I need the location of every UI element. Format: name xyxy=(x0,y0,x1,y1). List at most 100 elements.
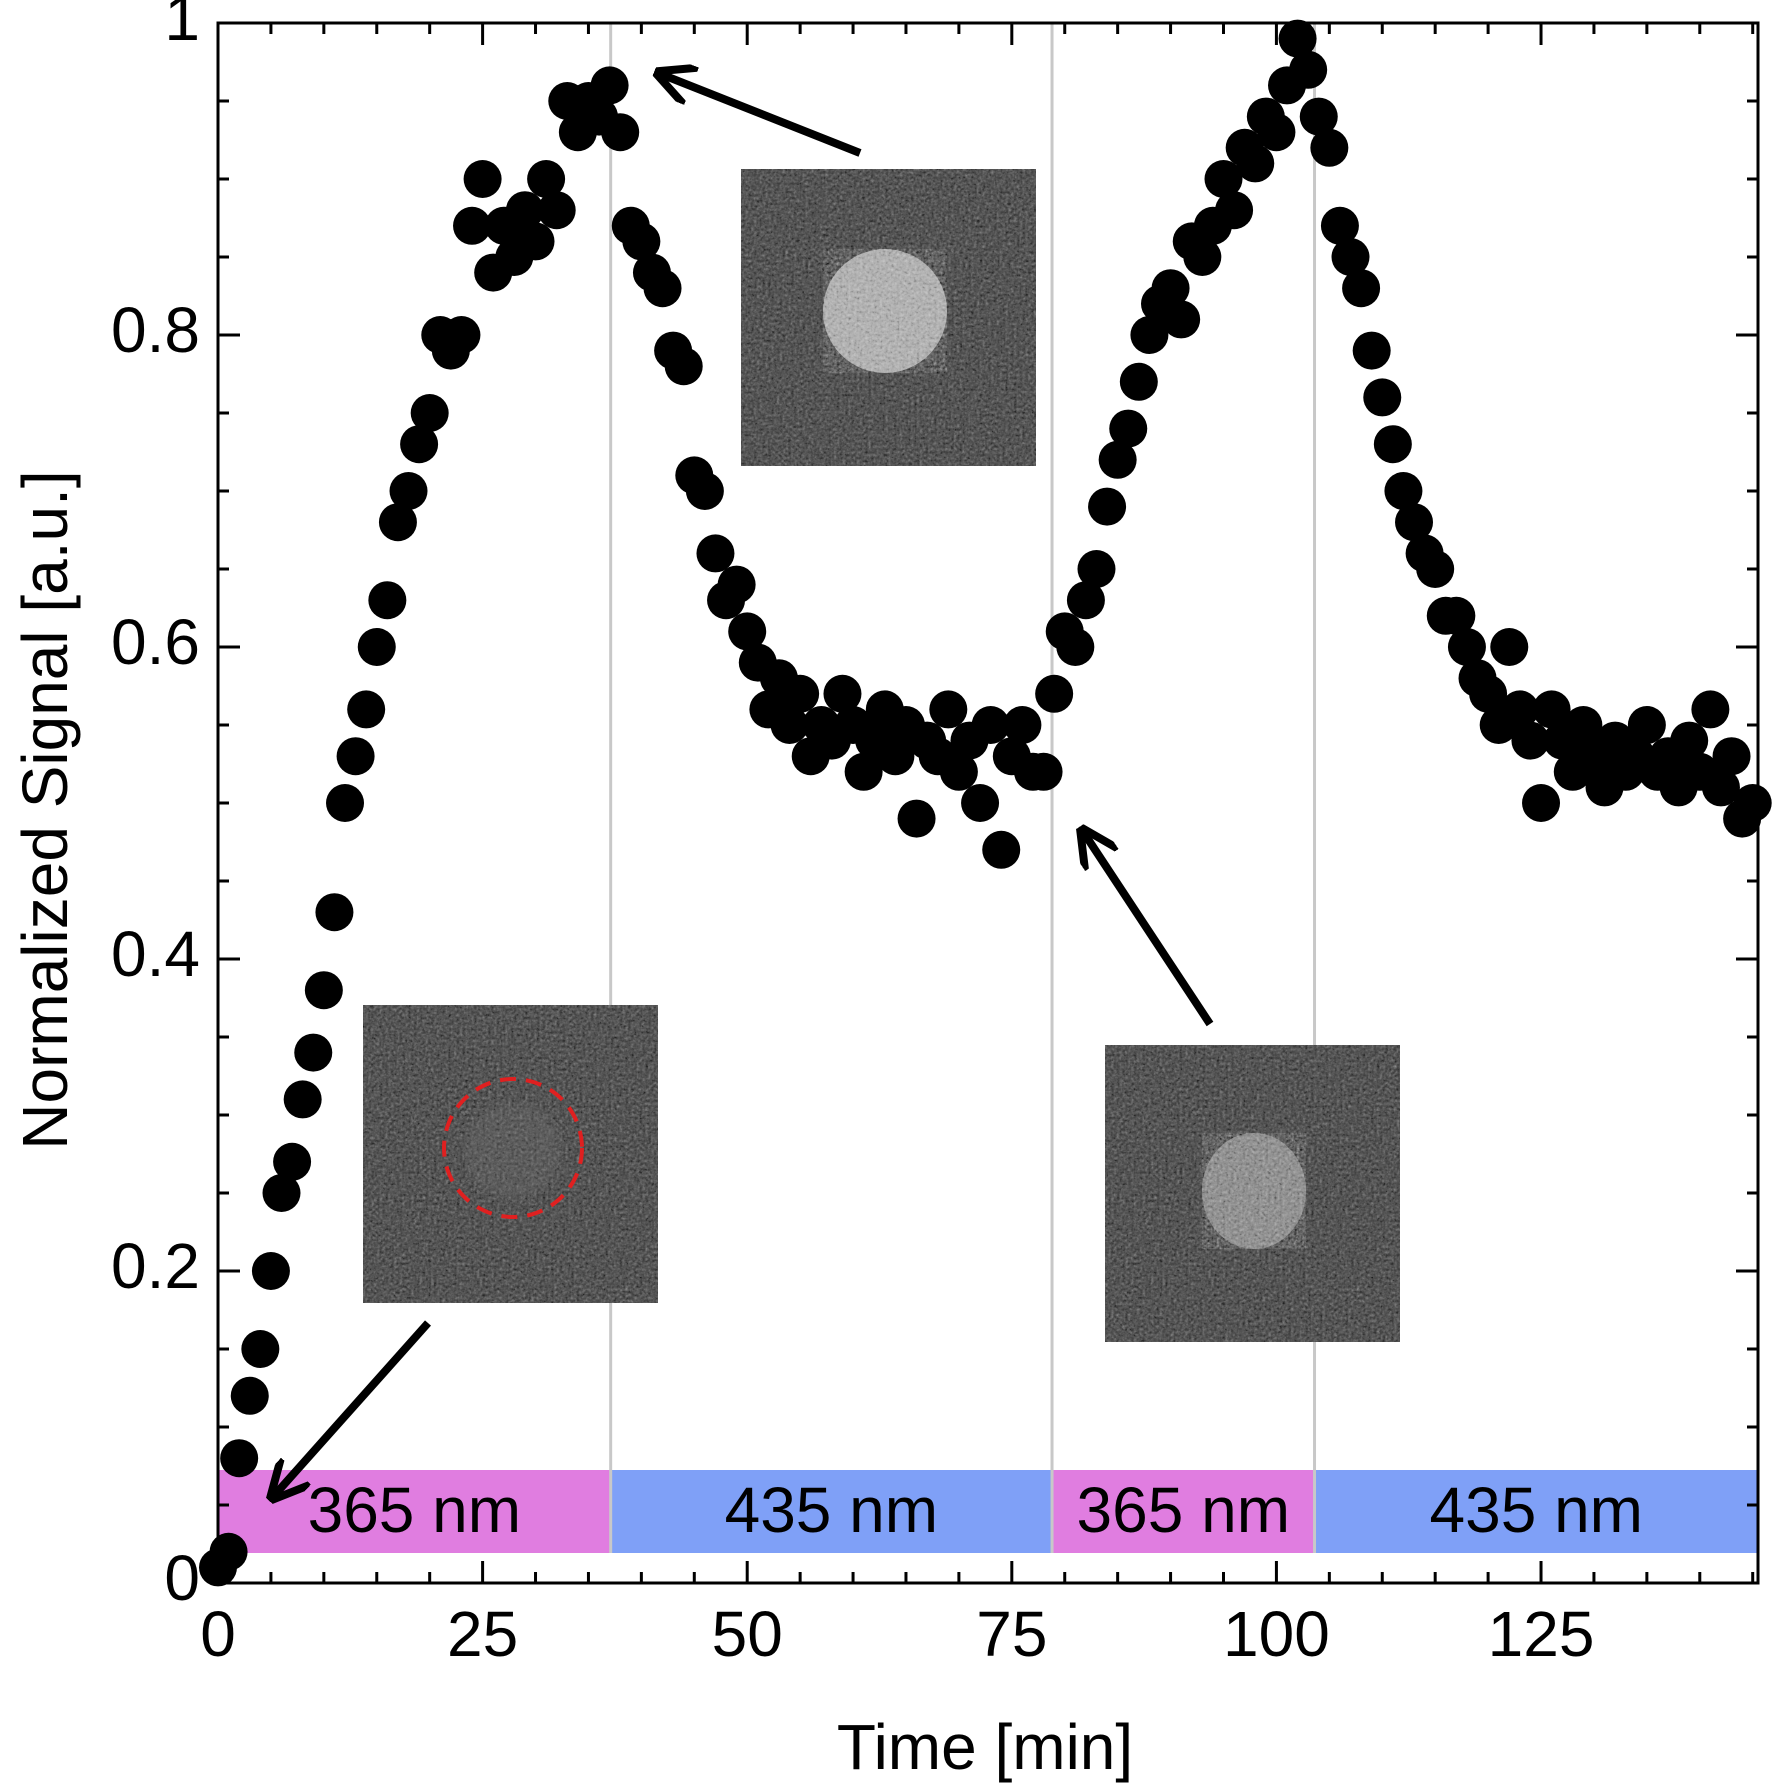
background-layer: 365 nm 435 nm 365 nm 435 nm xyxy=(218,23,1758,1553)
data-point xyxy=(1384,472,1423,510)
data-point xyxy=(262,1174,301,1212)
data-point xyxy=(1289,50,1328,89)
data-point xyxy=(410,394,449,432)
data-point xyxy=(823,674,862,713)
data-point xyxy=(876,737,915,776)
data-point xyxy=(1310,128,1349,167)
data-point xyxy=(1204,160,1243,198)
x-axis-label: Time [min] xyxy=(837,1711,1133,1783)
data-point xyxy=(1500,690,1539,729)
data-point xyxy=(929,690,968,729)
data-point xyxy=(1183,238,1222,276)
data-point xyxy=(781,674,820,713)
band-label: 435 nm xyxy=(725,1474,938,1546)
data-point xyxy=(1532,690,1571,729)
data-point xyxy=(1098,440,1137,479)
data-point xyxy=(844,752,883,791)
data-point xyxy=(982,830,1021,869)
data-point xyxy=(1416,550,1455,588)
data-point xyxy=(400,425,439,464)
data-point xyxy=(1109,409,1148,448)
data-point xyxy=(897,799,936,838)
data-point xyxy=(1236,144,1275,183)
data-point xyxy=(1130,316,1169,354)
x-tick-label: 125 xyxy=(1488,1598,1595,1670)
arrow xyxy=(272,1320,431,1498)
data-point xyxy=(728,612,767,651)
data-point xyxy=(939,752,978,791)
data-point xyxy=(590,66,629,105)
data-point xyxy=(315,893,354,932)
data-point xyxy=(1447,628,1486,666)
y-tick-label: 1 xyxy=(164,0,200,54)
data-point xyxy=(1331,238,1370,276)
band-label: 365 nm xyxy=(1077,1474,1290,1546)
arrow xyxy=(1082,830,1214,1027)
arrow xyxy=(658,73,862,157)
x-tick-label: 75 xyxy=(976,1598,1047,1670)
y-tick-label: 0.4 xyxy=(111,918,200,990)
data-point xyxy=(1670,721,1709,760)
insets xyxy=(272,73,1400,1498)
data-point xyxy=(273,1142,312,1181)
data-point xyxy=(283,1080,322,1119)
data-point xyxy=(505,191,544,230)
data-point xyxy=(453,206,492,245)
data-point xyxy=(1056,628,1095,666)
data-point xyxy=(1066,581,1105,620)
data-point xyxy=(378,503,417,542)
data-point xyxy=(1511,721,1550,760)
data-point xyxy=(1278,19,1317,58)
data-point xyxy=(336,737,375,776)
inset-image xyxy=(363,1005,658,1303)
wavelength-band xyxy=(1052,1470,1315,1553)
data-point xyxy=(537,191,576,230)
data-point xyxy=(294,1033,333,1072)
data-point xyxy=(304,971,343,1010)
data-point xyxy=(717,565,756,604)
data-point xyxy=(971,706,1010,744)
data-point xyxy=(961,784,1000,822)
data-point xyxy=(1320,206,1359,245)
data-point xyxy=(1363,378,1402,417)
points-layer xyxy=(199,19,1772,1587)
band-label: 435 nm xyxy=(1430,1474,1643,1546)
data-point xyxy=(1691,690,1730,729)
band-label: 365 nm xyxy=(308,1474,521,1546)
data-point xyxy=(209,1532,248,1571)
x-tick-label: 100 xyxy=(1223,1598,1330,1670)
y-axis-label: Normalized Signal [a.u.] xyxy=(9,470,81,1149)
data-point xyxy=(1522,784,1561,822)
data-point xyxy=(664,347,703,386)
axes: Time [min] Normalized Signal [a.u.] 0 25 5… xyxy=(9,0,1760,1783)
data-point xyxy=(442,316,481,354)
data-point xyxy=(357,628,396,666)
data-point xyxy=(770,706,809,744)
data-point xyxy=(1342,269,1381,308)
data-point xyxy=(1627,706,1666,744)
data-point xyxy=(527,160,566,198)
data-point xyxy=(220,1439,259,1478)
data-point xyxy=(1469,674,1508,713)
data-point xyxy=(601,113,640,152)
data-point xyxy=(1088,487,1127,526)
data-point xyxy=(1564,706,1603,744)
data-point xyxy=(1119,362,1158,401)
data-point xyxy=(516,222,555,261)
data-point xyxy=(1701,768,1740,807)
data-point xyxy=(1215,191,1254,230)
data-point xyxy=(685,472,724,510)
data-point xyxy=(1490,628,1529,666)
data-point xyxy=(1077,550,1116,588)
data-point xyxy=(643,269,682,308)
data-point xyxy=(1024,752,1063,791)
x-tick-label: 50 xyxy=(712,1598,783,1670)
y-tick-label: 0.6 xyxy=(111,606,200,678)
y-tick-label: 0.8 xyxy=(111,294,200,366)
data-point xyxy=(230,1376,269,1415)
data-point xyxy=(347,690,386,729)
data-point xyxy=(1437,596,1476,635)
data-point xyxy=(1373,425,1412,464)
data-point xyxy=(1003,706,1042,744)
